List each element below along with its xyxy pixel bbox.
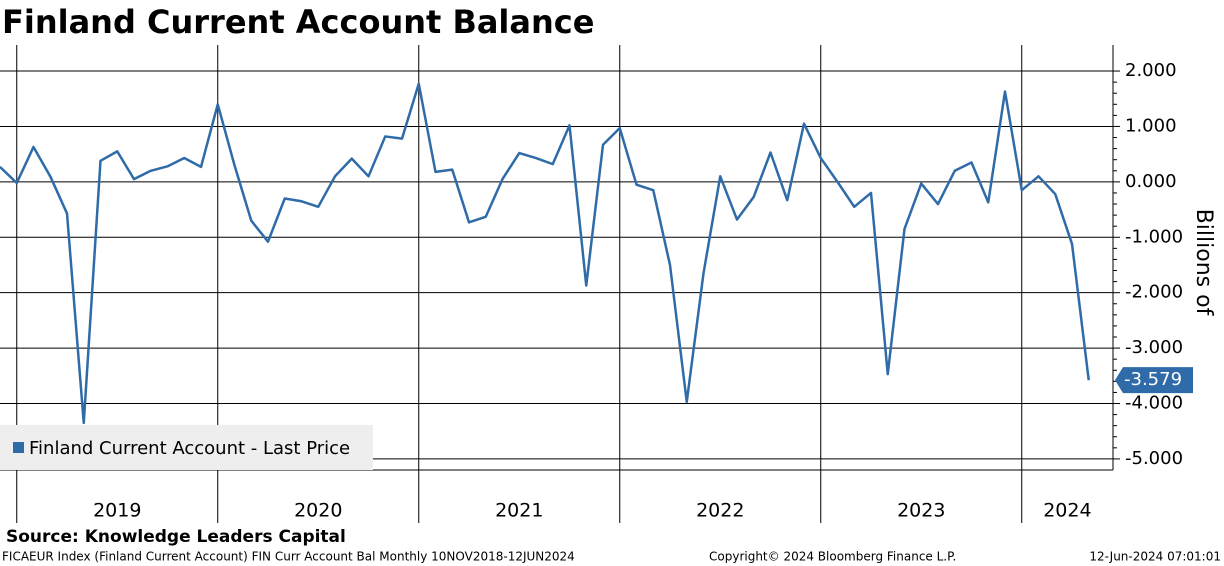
y-tick-label: -2.000 — [1125, 282, 1183, 303]
y-tick-label: -4.000 — [1125, 393, 1183, 414]
legend-box — [0, 425, 373, 470]
x-tick-label: 2022 — [696, 500, 744, 522]
x-tick-label: 2023 — [897, 500, 945, 522]
last-value-label: -3.579 — [1124, 369, 1182, 390]
y-tick-label: -5.000 — [1125, 448, 1183, 469]
line-series — [0, 82, 1090, 425]
y-tick-label: -1.000 — [1125, 226, 1183, 247]
x-tick-label: 2021 — [495, 500, 543, 522]
chart-title: Finland Current Account Balance — [2, 3, 594, 41]
source: Source: Knowledge Leaders Capital — [6, 527, 346, 547]
x-tick-label: 2019 — [93, 500, 141, 522]
legend-marker — [13, 442, 24, 453]
footer-center: Copyright© 2024 Bloomberg Finance L.P. — [709, 550, 956, 564]
y-axis-label: Billions of — [1191, 209, 1216, 317]
footer-left: FICAEUR Index (Finland Current Account) … — [2, 550, 575, 564]
last-value-box — [1115, 367, 1193, 394]
x-tick-label: 2020 — [294, 500, 342, 522]
y-tick-label: 2.000 — [1125, 60, 1177, 81]
y-tick-label: 1.000 — [1125, 115, 1177, 136]
y-tick-label: -3.000 — [1125, 337, 1183, 358]
legend-label: Finland Current Account - Last Price — [29, 438, 350, 459]
y-tick-label: 0.000 — [1125, 171, 1177, 192]
x-tick-label: 2024 — [1043, 500, 1091, 522]
footer-right: 12-Jun-2024 07:01:01 — [1089, 550, 1221, 564]
